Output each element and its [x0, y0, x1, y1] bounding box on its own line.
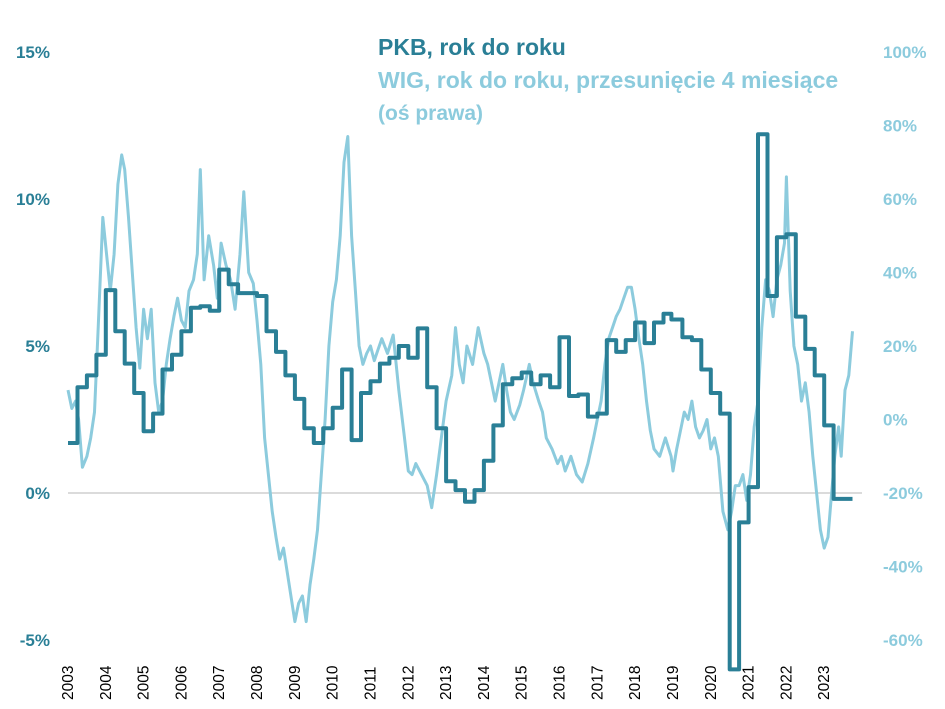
- x-tick-label: 2015: [514, 666, 531, 700]
- left-tick-label: 15%: [16, 43, 50, 62]
- x-tick-label: 2022: [778, 666, 795, 700]
- right-tick-label: -60%: [883, 631, 923, 650]
- series-pkb: [68, 132, 853, 672]
- left-axis-ticks: 15% 10% 5% 0% -5%: [16, 43, 50, 650]
- x-tick-label: 2011: [362, 667, 379, 700]
- right-axis-ticks: 100% 80% 60% 40% 20% 0% -20% -40% -60%: [883, 43, 926, 650]
- wig-line: [66, 135, 854, 624]
- right-tick-label: 80%: [883, 117, 917, 136]
- x-tick-label: 2010: [325, 665, 342, 700]
- left-tick-label: 0%: [25, 484, 50, 503]
- x-tick-label: 2017: [589, 666, 606, 700]
- series-wig: [66, 135, 854, 624]
- pkb-step-line: [68, 132, 853, 672]
- left-tick-label: 10%: [16, 190, 50, 209]
- right-tick-label: 100%: [883, 43, 926, 62]
- x-tick-label: 2019: [665, 666, 682, 700]
- x-tick-label: 2021: [741, 666, 758, 700]
- right-tick-label: 60%: [883, 190, 917, 209]
- legend-wig-label: WIG, rok do roku, przesunięcie 4 miesiąc…: [378, 67, 838, 93]
- legend-wig-axis-note: (oś prawa): [378, 102, 483, 125]
- x-tick-label: 2020: [703, 665, 720, 700]
- x-tick-label: 2004: [98, 665, 115, 700]
- x-tick-label: 2006: [173, 666, 190, 700]
- left-tick-label: -5%: [20, 631, 50, 650]
- x-tick-label: 2023: [816, 666, 833, 700]
- x-tick-label: 2016: [552, 666, 569, 700]
- right-tick-label: 40%: [883, 264, 917, 283]
- x-axis-ticks: 2003 2004 2005 2006 2007 2008 2009 2010 2011 2012…: [60, 665, 833, 700]
- legend-gdp-label: PKB, rok do roku: [378, 34, 566, 60]
- right-tick-label: 0%: [883, 411, 908, 430]
- right-tick-label: -20%: [883, 484, 923, 503]
- x-tick-label: 2007: [211, 666, 228, 700]
- x-tick-label: 2008: [249, 666, 266, 700]
- x-tick-label: 2005: [136, 666, 153, 700]
- x-tick-label: 2018: [627, 666, 644, 700]
- series-layer: [66, 132, 854, 672]
- x-tick-label: 2014: [476, 665, 493, 700]
- x-tick-label: 2013: [438, 666, 455, 700]
- left-tick-label: 5%: [25, 337, 50, 356]
- right-tick-label: -40%: [883, 558, 923, 577]
- x-tick-label: 2012: [400, 666, 417, 700]
- x-tick-label: 2003: [60, 666, 77, 700]
- legend: PKB, rok do roku WIG, rok do roku, przes…: [378, 34, 838, 125]
- right-tick-label: 20%: [883, 337, 917, 356]
- x-tick-label: 2009: [287, 666, 304, 700]
